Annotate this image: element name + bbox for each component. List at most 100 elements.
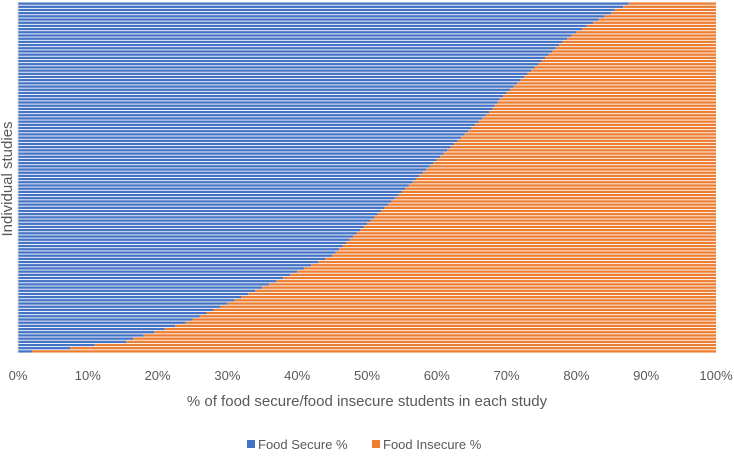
bar-food-insecure-study-64 [387, 203, 716, 206]
bar-food-secure-study-10 [18, 31, 577, 34]
bar-food-secure-study-11 [18, 34, 572, 37]
bar-food-insecure-study-9 [581, 27, 716, 31]
bar-food-secure-study-90 [18, 286, 263, 289]
bar-food-secure-study-21 [18, 66, 535, 69]
bar-food-insecure-study-82 [318, 260, 716, 264]
bar-food-secure-study-70 [18, 222, 367, 225]
bar-food-secure-study-3 [18, 8, 615, 12]
bar-food-secure-study-20 [18, 63, 539, 66]
bar-food-insecure-study-62 [394, 197, 716, 200]
bar-food-secure-study-48 [18, 152, 444, 155]
bar-food-insecure-study-44 [457, 139, 716, 142]
x-tick-label: 50% [354, 368, 380, 383]
bar-food-insecure-study-66 [380, 209, 716, 213]
bar-food-secure-study-22 [18, 69, 532, 72]
bar-food-insecure-study-97 [213, 308, 716, 312]
bar-food-secure-study-32 [18, 101, 498, 104]
bar-food-secure-study-78 [18, 248, 340, 251]
bar-food-secure-study-62 [18, 197, 395, 200]
bar-food-insecure-study-27 [513, 85, 716, 88]
bar-food-insecure-study-11 [571, 34, 716, 37]
bar-food-insecure-study-104 [154, 331, 717, 334]
bar-food-secure-study-13 [18, 40, 563, 44]
x-axis-ticks: 0% 10% 20% 30% 40% 50% 60% 70% 80% 90% 100% [9, 368, 733, 383]
bar-food-insecure-study-86 [290, 273, 716, 276]
bar-food-insecure-study-31 [499, 98, 716, 101]
x-tick-label: 0% [9, 368, 28, 383]
bar-food-insecure-study-79 [335, 251, 716, 254]
bar-food-insecure-study-23 [527, 72, 716, 75]
bar-food-insecure-study-33 [494, 104, 716, 107]
x-tick-label: 10% [75, 368, 101, 383]
bar-food-secure-study-27 [18, 85, 514, 88]
x-tick-label: 90% [633, 368, 659, 383]
bars-layer [17, 2, 717, 353]
bar-food-secure-study-61 [18, 193, 399, 197]
bar-food-insecure-study-50 [436, 158, 716, 162]
bar-food-insecure-study-19 [541, 59, 716, 63]
bar-food-secure-study-108 [18, 343, 95, 347]
bar-food-secure-study-44 [18, 139, 458, 142]
bar-food-secure-study-75 [18, 238, 350, 241]
bar-food-insecure-study-63 [391, 200, 716, 203]
x-tick-label: 80% [563, 368, 589, 383]
bar-food-insecure-study-34 [492, 107, 716, 111]
bar-food-insecure-study-100 [192, 318, 716, 321]
bar-food-secure-study-52 [18, 165, 430, 168]
bar-food-secure-study-42 [18, 133, 465, 136]
legend-label-food-insecure: Food Insecure % [383, 437, 482, 451]
bar-food-secure-study-5 [18, 15, 605, 18]
bar-food-insecure-study-2 [623, 5, 716, 8]
bar-food-insecure-study-14 [558, 43, 716, 47]
bar-food-secure-study-97 [18, 308, 214, 312]
bar-food-insecure-study-60 [401, 190, 716, 194]
bar-food-secure-study-24 [18, 75, 525, 79]
bar-food-insecure-study-18 [544, 56, 716, 59]
bar-food-insecure-study-28 [510, 88, 716, 91]
bar-food-secure-study-23 [18, 72, 528, 75]
bar-food-secure-study-7 [18, 21, 594, 24]
bar-food-secure-study-14 [18, 43, 559, 47]
bar-food-secure-study-101 [18, 321, 186, 324]
bar-food-secure-study-55 [18, 174, 420, 178]
bar-food-insecure-study-55 [419, 174, 716, 178]
bar-food-secure-study-80 [18, 254, 333, 257]
bar-food-secure-study-92 [18, 292, 249, 296]
bar-food-insecure-study-84 [304, 267, 716, 270]
bar-food-secure-study-4 [18, 12, 612, 15]
bar-food-secure-study-59 [18, 187, 406, 190]
bar-food-insecure-study-39 [475, 123, 716, 126]
bar-food-insecure-study-67 [377, 213, 716, 216]
bar-food-secure-study-85 [18, 270, 298, 273]
bar-food-secure-study-54 [18, 171, 423, 174]
bar-food-secure-study-16 [18, 50, 552, 53]
bar-food-insecure-study-52 [429, 165, 716, 168]
bar-food-insecure-study-85 [297, 270, 716, 273]
bar-food-secure-study-53 [18, 168, 427, 171]
bar-food-secure-study-69 [18, 219, 371, 222]
bar-food-insecure-study-90 [262, 286, 716, 289]
x-axis-title: % of food secure/food insecure students … [187, 393, 548, 410]
bar-food-insecure-study-73 [356, 232, 716, 235]
bar-food-secure-study-94 [18, 299, 235, 302]
bar-food-insecure-study-36 [485, 114, 716, 117]
bar-food-insecure-study-106 [133, 337, 717, 340]
bar-food-insecure-study-29 [506, 91, 716, 95]
bar-food-secure-study-40 [18, 126, 472, 130]
bar-food-insecure-study-102 [175, 324, 717, 328]
bar-food-insecure-study-3 [614, 8, 716, 12]
bar-food-secure-study-67 [18, 213, 378, 216]
bar-food-secure-study-106 [18, 337, 134, 340]
bar-food-secure-study-76 [18, 241, 347, 245]
bar-food-secure-study-109 [18, 347, 71, 350]
bar-food-secure-study-37 [18, 117, 483, 120]
bar-food-secure-study-63 [18, 200, 392, 203]
bar-food-secure-study-66 [18, 209, 381, 213]
bar-food-secure-study-26 [18, 82, 518, 85]
bar-food-secure-study-28 [18, 88, 511, 91]
legend-swatch-food-secure [247, 440, 255, 448]
bar-food-insecure-study-35 [489, 110, 716, 114]
bar-food-secure-study-93 [18, 296, 242, 299]
bar-food-secure-study-57 [18, 181, 413, 184]
bar-food-secure-study-58 [18, 184, 409, 187]
